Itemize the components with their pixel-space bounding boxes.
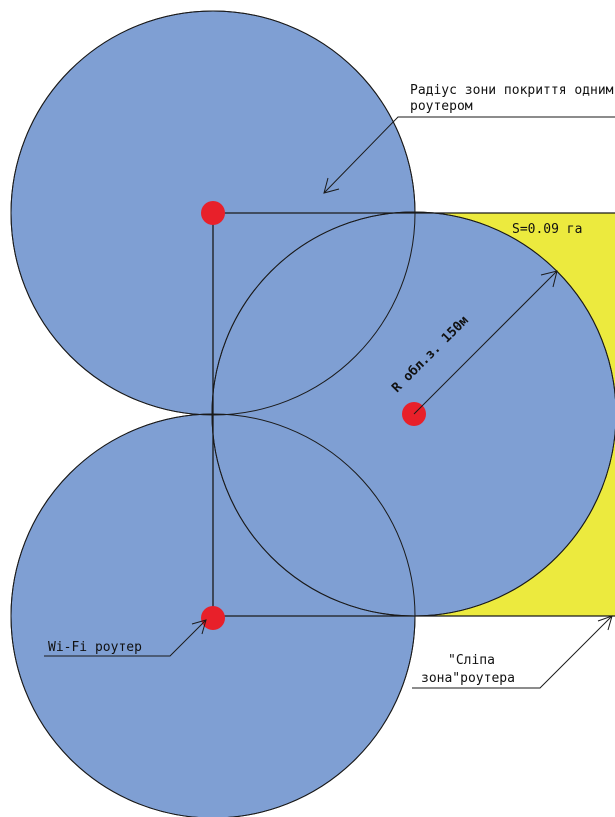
router-dot-bottom-left bbox=[201, 606, 225, 630]
area-label: S=0.09 га bbox=[512, 222, 582, 237]
radius-arrow bbox=[413, 270, 558, 415]
blind-zone-label-line1: "Сліпа bbox=[448, 653, 495, 668]
coverage-radius-label-line2: роутером bbox=[410, 99, 473, 114]
coverage-radius-leader bbox=[323, 116, 615, 194]
router-dot-top-left bbox=[201, 201, 225, 225]
router-label: Wi-Fi роутер bbox=[48, 640, 142, 655]
router-leader bbox=[44, 619, 207, 657]
router-arrowhead bbox=[191, 619, 207, 635]
blind-zone-arrowhead bbox=[597, 615, 613, 631]
blind-zone-label-line2: зона"роутера bbox=[421, 671, 515, 686]
coverage-radius-label-line1: Радіус зони покриття одним bbox=[410, 83, 614, 98]
radius-arrowhead bbox=[540, 270, 558, 288]
coverage-radius-arrowhead bbox=[323, 177, 340, 194]
blind-zone-leader bbox=[412, 615, 613, 689]
